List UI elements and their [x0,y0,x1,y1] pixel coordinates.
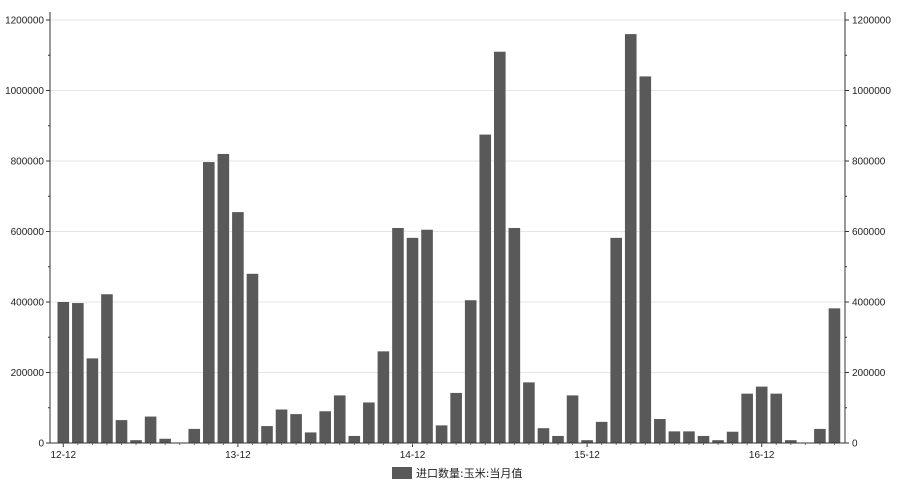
bar [435,425,448,444]
x-tick-label: 13-12 [225,450,251,461]
axes [49,12,846,444]
bar [392,227,404,443]
right-y-tick-label: 1000000 [852,86,891,97]
left-y-tick-label: 1200000 [5,16,44,27]
bar [508,227,521,443]
bar [464,300,477,443]
bar [450,392,462,443]
right-y-tick-label: 1200000 [852,16,891,27]
bar [610,237,622,443]
x-tick-label: 14-12 [400,450,426,461]
bar [814,428,826,443]
bar [785,440,797,443]
right-y-tick-label: 600000 [852,227,886,238]
legend-label: 进口数量:玉米:当月值 [416,466,522,480]
bar [275,409,288,443]
bar [755,386,768,443]
bar [639,76,652,444]
bar [377,351,390,443]
bar [479,134,492,443]
bar [624,34,637,443]
bar [290,414,302,443]
bar [828,308,841,443]
left-y-tick-label: 800000 [11,157,45,168]
left-y-tick-label: 1000000 [5,86,44,97]
bar [537,428,550,443]
legend: 进口数量:玉米:当月值 [392,466,522,480]
bar [581,440,593,443]
bar [523,382,535,443]
right-y-axis: 0 200000 400000 600000 800000 1000000 1200000 [845,16,891,450]
bar [712,440,724,443]
bars [57,34,841,444]
right-y-tick-label: 0 [852,439,858,450]
bar [363,402,375,443]
bar [86,358,99,443]
bar [552,435,564,443]
bar [57,302,70,443]
bar [595,421,608,443]
bar [348,435,361,443]
bar [101,294,113,443]
bar [566,395,579,443]
bar [72,303,84,443]
left-y-tick-label: 400000 [11,298,45,309]
bar [683,431,695,443]
bar [770,393,783,443]
bar [304,432,317,443]
left-y-axis: 0 200000 400000 600000 800000 1000000 1200000 [5,16,50,450]
left-y-tick-label: 0 [38,439,44,450]
bar [261,426,273,443]
bar [188,428,201,443]
right-y-tick-label: 400000 [852,298,886,309]
bar [741,393,753,443]
bar [144,416,157,443]
left-y-tick-label: 600000 [11,227,45,238]
right-y-tick-label: 800000 [852,157,886,168]
right-y-tick-label: 200000 [852,368,886,379]
bar [159,438,171,443]
bar [115,420,128,443]
bar [421,229,433,443]
bar [203,162,215,443]
bar [406,237,419,443]
bar [319,411,331,443]
x-axis: 12-12 13-12 14-12 15-12 16-12 [51,443,835,461]
left-y-tick-label: 200000 [11,368,45,379]
bar [246,273,259,443]
x-tick-label: 16-12 [749,450,775,461]
x-tick-label: 15-12 [574,450,600,461]
bar [726,431,739,443]
legend-swatch [392,467,412,479]
x-tick-label: 12-12 [51,450,77,461]
gridlines [50,19,845,373]
bar [217,153,230,443]
bar [697,435,710,443]
bar [668,431,681,443]
bar [130,440,142,443]
bar [494,51,506,443]
bar [232,212,244,443]
bar [654,419,666,443]
bar [333,395,346,443]
